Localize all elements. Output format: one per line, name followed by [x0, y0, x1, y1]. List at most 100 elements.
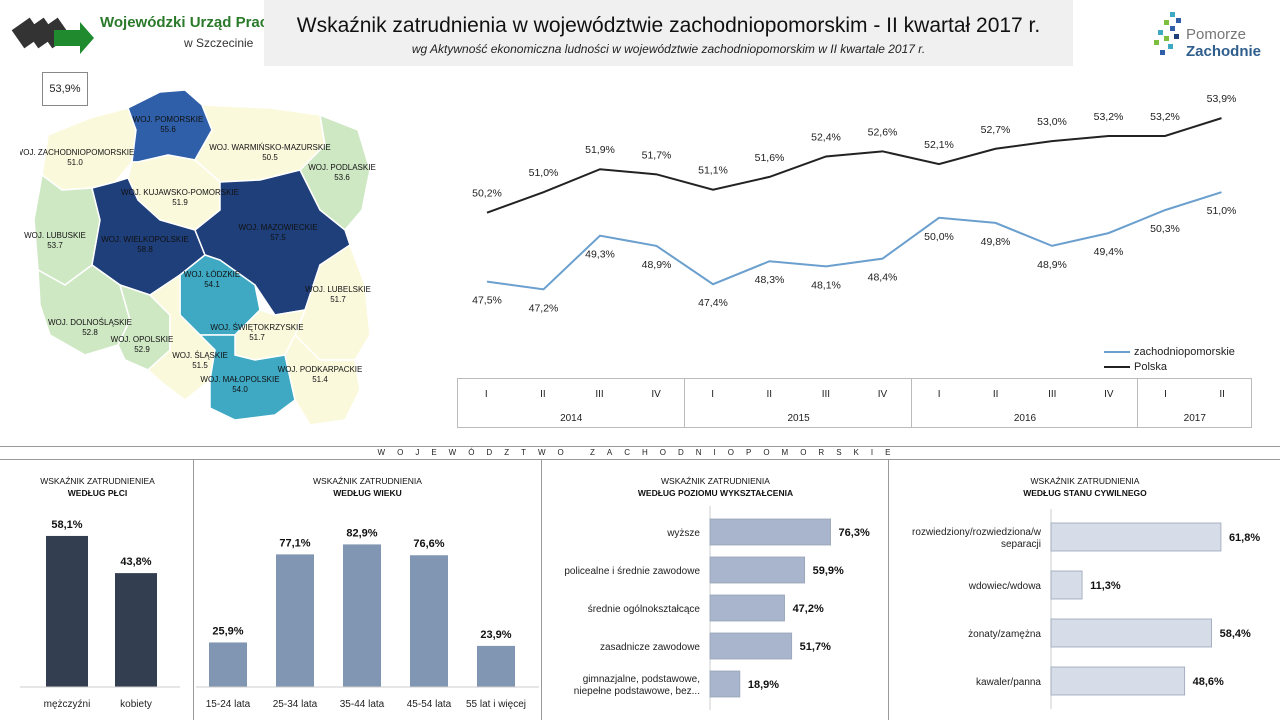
- map-label-value: 51.5: [192, 361, 208, 370]
- bar-value-label: 47,2%: [793, 603, 824, 615]
- year-tick: 2015: [684, 409, 911, 427]
- quarter-tick: II: [766, 388, 773, 400]
- logo-pomorze-zachodnie: Pomorze Zachodnie: [1150, 10, 1270, 60]
- bar-category-label: gimnazjalne, podstawowe, niepełne podstaw…: [574, 674, 700, 697]
- map-label-name: WOJ. KUJAWSKO-POMORSKIE: [121, 188, 239, 197]
- bar-chart-marital: 61,8% rozwiedziony/rozwiedziona/w separacj…: [912, 509, 1260, 709]
- bar: [209, 642, 247, 687]
- line-chart: 47,5% 47,2% 49,3% 48,9% 47,4% 48,3% 48,1% 48,4%…: [472, 93, 1236, 314]
- map-label-name: WOJ. ŚWIĘTOKRZYSKIE: [210, 323, 303, 332]
- quarter-tick: II: [1219, 388, 1225, 400]
- panel-title-marital: WSKAŹNIK ZATRUDNIENIA WEDŁUG STANU CYWILN…: [890, 475, 1280, 499]
- divider: [193, 460, 194, 720]
- quarter-tick: II: [540, 388, 546, 400]
- legend-swatch: [1104, 365, 1130, 368]
- map-label-name: WOJ. OPOLSKIE: [111, 335, 174, 344]
- bar: [276, 554, 314, 687]
- map-label-value: 53.6: [334, 173, 350, 182]
- map-label-value: 51.4: [312, 375, 328, 384]
- bar-value-label: 48,6%: [1193, 676, 1224, 688]
- divider: [0, 459, 1280, 460]
- data-label: 50,2%: [472, 188, 502, 200]
- map-label-value: 51.0: [67, 158, 83, 167]
- map-label-name: WOJ. LUBUSKIE: [24, 231, 86, 240]
- legend-label: zachodniopomorskie: [1134, 345, 1235, 358]
- bar-value-label: 18,9%: [748, 679, 779, 691]
- data-label: 53,2%: [1150, 111, 1180, 123]
- data-label: 53,2%: [1094, 111, 1124, 123]
- quarter-tick: III: [821, 388, 831, 400]
- bar: [1050, 666, 1186, 696]
- bar-category-label: kobiety: [120, 699, 152, 710]
- line-series-zachodniopomorskie: [486, 191, 1222, 291]
- data-label: 48,9%: [642, 259, 672, 271]
- bar-value-label: 76,6%: [413, 538, 444, 550]
- bar-value-label: 61,8%: [1229, 532, 1260, 544]
- map-label-value: 55.6: [160, 125, 176, 134]
- data-label: 52,1%: [924, 139, 954, 151]
- year-tick: 2014: [560, 412, 583, 424]
- map-badge-poland: 53,9%: [42, 72, 88, 106]
- map-label-name: WOJ. ŁÓDZKIE: [184, 270, 240, 279]
- bar-category-label: 15-24 lata: [206, 699, 251, 710]
- map-label-name: WOJ. PODLASKIE: [308, 163, 376, 172]
- logo-wup: Wojewódzki Urząd Pracy w Szczecinie: [8, 8, 276, 58]
- bar: [115, 573, 157, 687]
- data-label: 49,3%: [585, 249, 615, 261]
- map-label-value: 52.9: [134, 345, 150, 354]
- data-label: 51,6%: [755, 152, 785, 164]
- bar: [477, 645, 515, 687]
- legend-item-polska: Polska: [1104, 359, 1235, 374]
- bar-category-label: żonaty/zamężna: [968, 629, 1041, 640]
- bar-value-label: 58,1%: [51, 519, 82, 531]
- divider: [0, 446, 1280, 447]
- quarter-tick: IV: [651, 388, 661, 400]
- map-label-value: 50.5: [262, 153, 278, 162]
- bar-category-label: 55 lat i więcej: [466, 699, 526, 710]
- legend-item-zachodniopomorskie: zachodniopomorskie: [1104, 344, 1235, 359]
- logo-wup-name: Wojewódzki Urząd Pracy: [100, 14, 277, 31]
- bar-category-label: 25-34 lata: [273, 699, 318, 710]
- year-separator: [684, 379, 686, 427]
- map-label-name: WOJ. DOLNOŚLĄSKIE: [48, 318, 132, 327]
- quarter-axis: I II III IV I II III IV I II III IV I II 2014 2015 2016 2…: [457, 378, 1252, 428]
- panel-title-line2: WEDŁUG POZIOMU WYKSZTAŁCENIA: [637, 488, 794, 498]
- bar: [1050, 522, 1222, 552]
- year-tick: 2017: [1137, 409, 1251, 427]
- bar-value-label: 43,8%: [120, 556, 151, 568]
- panel-title-gender: WSKAŹNIK ZATRUDNIENIEA WEDŁUG PŁCI: [10, 475, 185, 499]
- bar-category-label: średnie ogólnokształcące: [588, 604, 701, 615]
- data-label: 47,2%: [529, 302, 559, 314]
- quarter-tick: IV: [877, 388, 888, 400]
- bar: [343, 544, 381, 687]
- bar: [1050, 618, 1213, 648]
- bar-value-label: 82,9%: [346, 527, 377, 539]
- bar-value-label: 76,3%: [839, 527, 870, 539]
- map-region-malopolskie: [198, 334, 296, 421]
- quarter-tick: III: [595, 388, 604, 400]
- map-label-value: 54.0: [232, 385, 248, 394]
- panel-title-line1: WSKAŹNIK ZATRUDNIENIA: [661, 476, 770, 486]
- panel-title-age: WSKAŹNIK ZATRUDNIENIA WEDŁUG WIEKU: [195, 475, 540, 499]
- logo-pz-line2: Zachodnie: [1186, 43, 1262, 60]
- map-label-value: 54.1: [204, 280, 220, 289]
- bar-value-label: 77,1%: [279, 537, 310, 549]
- data-label: 48,9%: [1037, 259, 1067, 271]
- map-label-value: 53.7: [47, 241, 63, 250]
- line-series-polska: [486, 117, 1222, 214]
- data-label: 50,3%: [1150, 223, 1180, 235]
- logo-pz-icon: [1154, 12, 1181, 55]
- data-label: 48,1%: [811, 279, 841, 291]
- section-label: WOJEWÓDZTWO ZACHODNIOPOMORSKIE: [377, 448, 903, 457]
- quarter-tick: I: [1164, 388, 1167, 400]
- logo-wup-icon: [11, 17, 94, 54]
- bar-category-label: wyższe: [666, 528, 700, 539]
- bar-category-label: 35-44 lata: [340, 699, 385, 710]
- bar-category-label: kawaler/panna: [976, 677, 1041, 688]
- line-legend: zachodniopomorskie Polska: [1104, 344, 1235, 374]
- bar-value-label: 25,9%: [212, 625, 243, 637]
- bar: [410, 555, 448, 687]
- map-label-name: WOJ. POMORSKIE: [133, 115, 204, 124]
- map-label-value: 58.8: [137, 245, 153, 254]
